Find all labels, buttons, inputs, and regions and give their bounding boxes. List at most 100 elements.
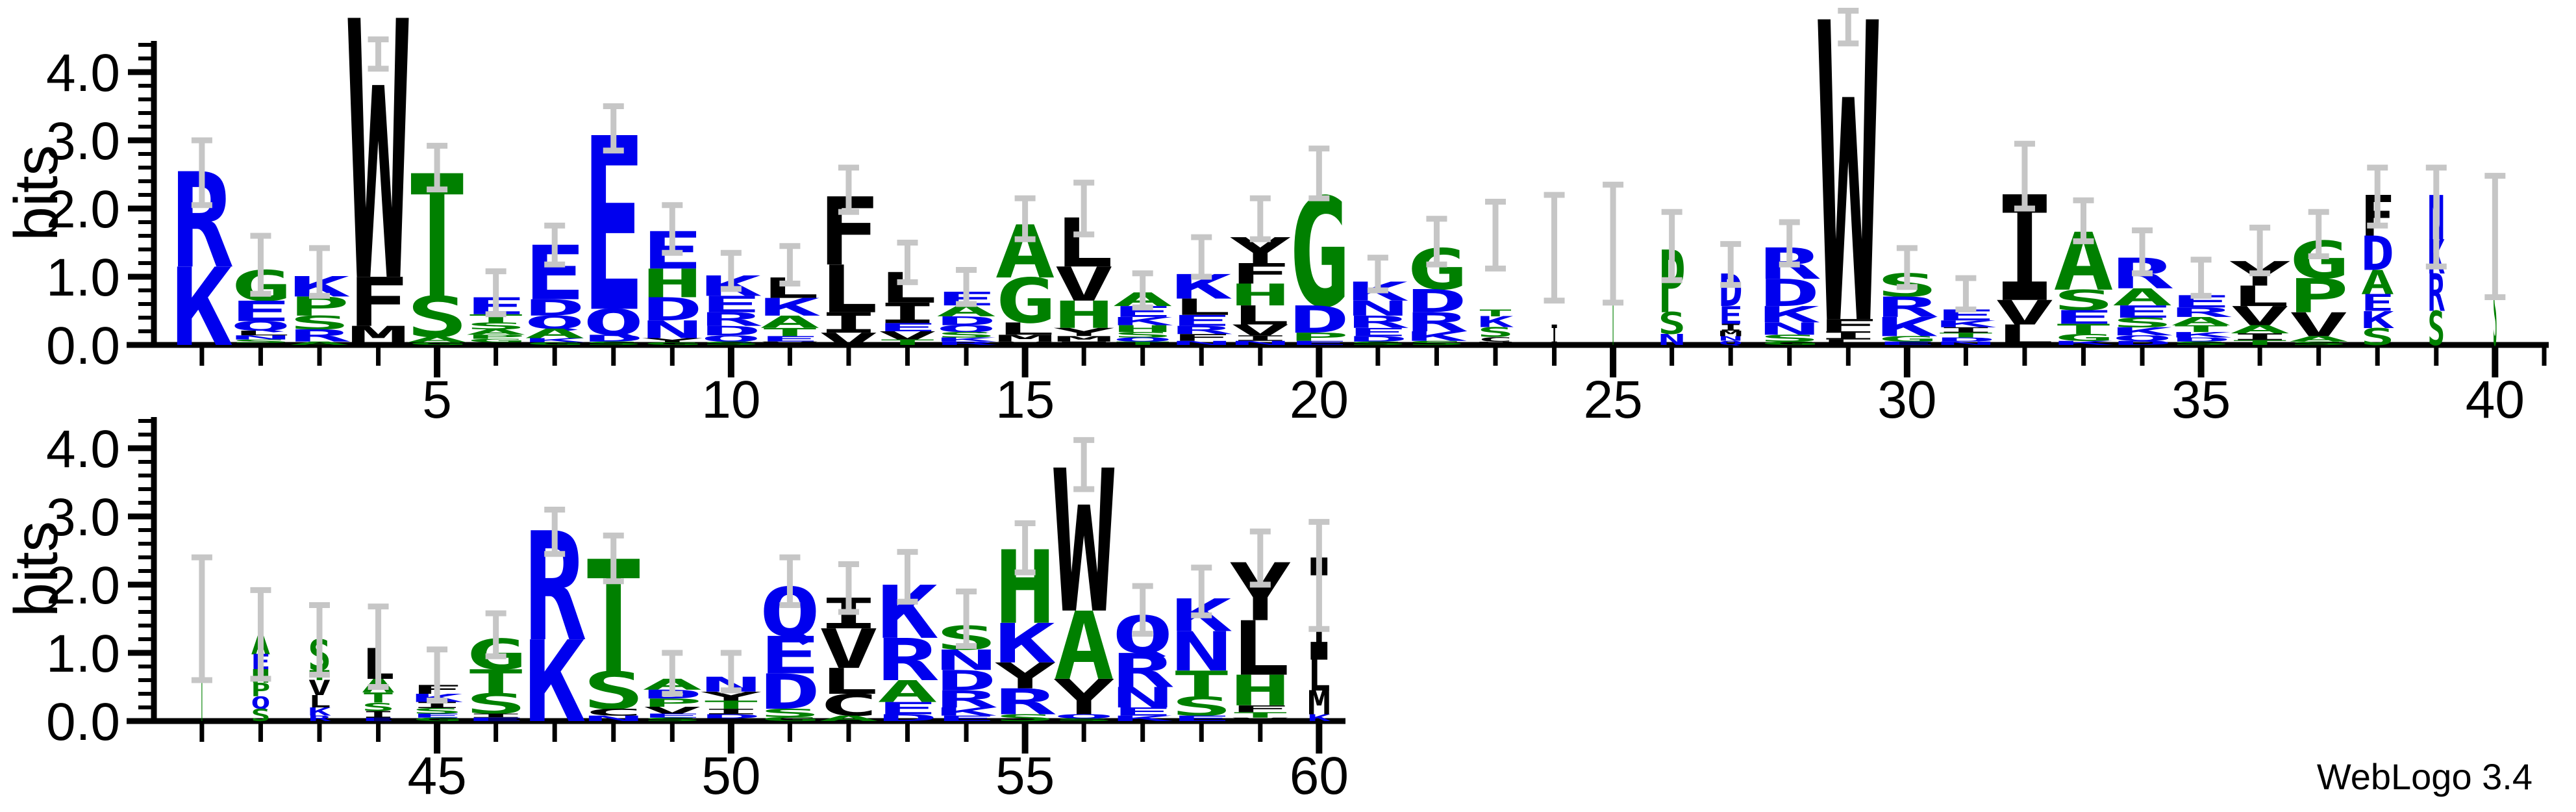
logo-letter: E (759, 626, 820, 686)
logo-letter: D (2112, 340, 2173, 346)
logo-letter: D (936, 314, 997, 328)
logo-letter: L (1230, 606, 1291, 692)
logo-letter: K (759, 293, 820, 321)
logo-letter: D (936, 665, 997, 697)
logo-letter: N (1112, 681, 1173, 714)
logo-letter: R (1877, 291, 1938, 324)
logo-letter: D (1759, 272, 1820, 315)
logo-letter: R (2428, 264, 2445, 324)
logo-letter: V (818, 618, 879, 681)
logo-letter: F (1230, 704, 1291, 715)
y-tick-label: 1.0 (46, 248, 120, 307)
logo-letter: D (1347, 335, 1408, 343)
logo-letter: R (936, 686, 997, 713)
logo-letter: T (2053, 321, 2114, 337)
logo-letter: K (2171, 331, 2232, 339)
logo-letter: S (406, 285, 468, 350)
logo-letter: M (1307, 684, 1331, 722)
y-axis-label-row1: bits (2, 145, 71, 241)
logo-letter: I (362, 709, 395, 720)
logo-letter: V (308, 676, 331, 700)
logo-letter: Q (701, 334, 762, 344)
error-bar (309, 245, 330, 299)
weblogo-version-label: WebLogo 3.4 (2317, 756, 2532, 797)
logo-row-2: 0.01.02.03.04.045505560TAEHPQSSTVLKRLATS… (46, 417, 1349, 806)
logo-letter: H (1053, 293, 1114, 336)
logo-letter: K (1112, 714, 1173, 722)
logo-letter: R (289, 326, 351, 346)
logo-letter: W (1818, 0, 1879, 416)
logo-letter: E (2112, 302, 2173, 322)
logo-letter: D (2171, 336, 2232, 343)
error-bar (1073, 437, 1095, 492)
logo-letter: R (877, 626, 939, 694)
logo-letter: L (701, 718, 762, 722)
logo-letter: K (171, 246, 232, 370)
logo-letter: K (1477, 314, 1514, 331)
x-tick-label: 60 (1290, 746, 1349, 806)
logo-letter: R (995, 681, 1057, 723)
logo-letter: K (524, 337, 586, 344)
y-tick-label: 0.0 (46, 316, 120, 375)
logo-letter: E (1718, 301, 1743, 330)
logo-letter: D (1406, 283, 1467, 320)
logo-letter: S (1112, 331, 1173, 339)
y-tick-label: 1.0 (46, 624, 120, 683)
logo-letter: S (251, 706, 270, 726)
logo-letter: L (1171, 294, 1232, 320)
logo-letter: Y (1053, 669, 1114, 726)
logo-letter: I (2229, 331, 2290, 342)
logo-letter: I (1935, 325, 1996, 334)
error-bar (485, 610, 506, 659)
y-tick-label: 2.0 (46, 180, 120, 239)
logo-letter: G (1877, 335, 1938, 343)
logo-letter: K (1406, 329, 1467, 344)
x-tick-label: 30 (1877, 370, 1936, 429)
logo-letter: S (2171, 340, 2232, 346)
logo-letter: D (877, 713, 938, 724)
error-bar (720, 650, 742, 694)
logo-letter: E (362, 717, 395, 722)
logo-letter: Y (701, 689, 762, 704)
error-bar (956, 589, 977, 649)
x-tick-label: 5 (422, 370, 452, 429)
error-bar (779, 243, 801, 286)
logo-letter: S (2053, 285, 2114, 317)
logo-letter: P (251, 679, 270, 701)
logo-letter: R (1406, 307, 1467, 338)
logo-letter: M (995, 333, 1056, 344)
error-bar (1308, 146, 1330, 201)
logo-letter: E (936, 714, 997, 722)
error-bar (1896, 245, 1918, 290)
logo-letter: K (308, 705, 332, 718)
logo-letter: I (701, 707, 762, 716)
x-tick-label: 35 (2171, 370, 2231, 429)
logo-letter: E (230, 296, 291, 328)
logo-letter: E (411, 713, 463, 719)
logo-letter: N (1171, 620, 1232, 683)
error-bar (1132, 583, 1153, 637)
logo-letter: H (642, 260, 703, 306)
error-bar (603, 103, 624, 154)
logo-letter: E (1877, 340, 1938, 346)
logo-letter: L (818, 661, 879, 702)
logo-letter: P (642, 696, 703, 709)
logo-letter: T (759, 326, 820, 339)
y-tick-label: 4.0 (46, 44, 120, 103)
error-bar (1779, 219, 1800, 268)
error-bar (1308, 518, 1330, 632)
logo-letter: S (2428, 303, 2445, 357)
logo-letter: H (1230, 666, 1291, 715)
logo-letter: K (1759, 301, 1820, 327)
error-bar (897, 240, 918, 285)
logo-letter: V (642, 705, 703, 716)
